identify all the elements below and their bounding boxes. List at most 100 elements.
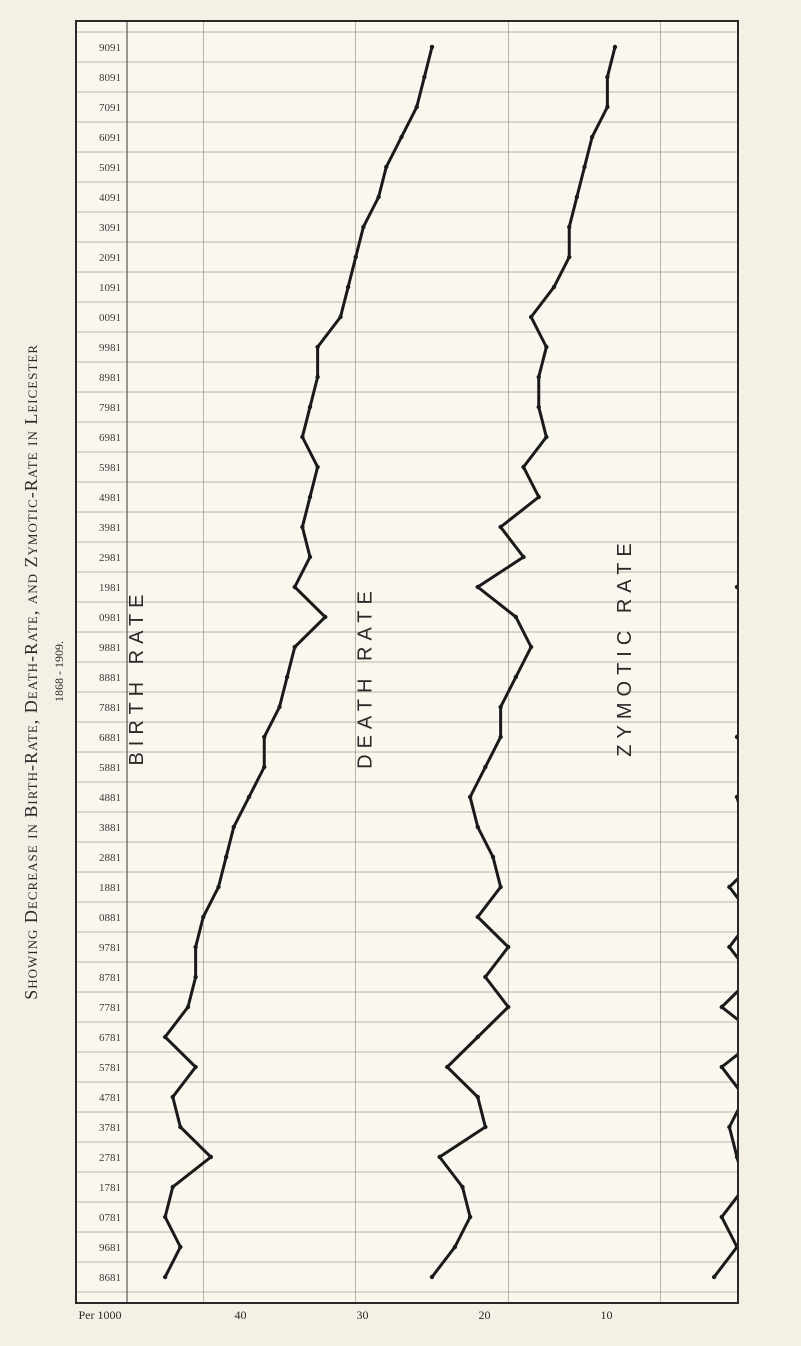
data-point [734, 585, 736, 589]
data-point [178, 1125, 182, 1129]
year-label: 9091 [99, 42, 121, 54]
data-point [544, 435, 548, 439]
x-tick-label: 20 [479, 1308, 491, 1323]
year-label: 0091 [99, 312, 121, 324]
data-point [475, 915, 479, 919]
data-point [719, 1215, 723, 1219]
data-point [467, 1215, 471, 1219]
data-point [315, 465, 319, 469]
year-label: 8881 [99, 672, 121, 684]
data-point [536, 405, 540, 409]
chart-container: 9091809170916091509140913091209110910091… [75, 20, 739, 1304]
year-label: 9781 [99, 942, 121, 954]
data-point [605, 75, 609, 79]
data-point [574, 195, 578, 199]
data-point [300, 525, 304, 529]
year-label: 0881 [99, 912, 121, 924]
x-tick-label: 30 [357, 1308, 369, 1323]
x-tick-label: 40 [235, 1308, 247, 1323]
data-point [429, 1275, 433, 1279]
data-point [437, 1155, 441, 1159]
data-point [223, 855, 227, 859]
year-label: 1091 [99, 282, 121, 294]
year-label: 7981 [99, 402, 121, 414]
data-point [483, 1125, 487, 1129]
data-point [727, 885, 731, 889]
data-point [246, 795, 250, 799]
data-point [262, 735, 266, 739]
year-label: 3881 [99, 822, 121, 834]
year-label: 9681 [99, 1242, 121, 1254]
data-point [498, 735, 502, 739]
year-label: 2781 [99, 1152, 121, 1164]
year-label: 6881 [99, 732, 121, 744]
data-point [506, 945, 510, 949]
data-point [345, 285, 349, 289]
data-point [544, 345, 548, 349]
year-label: 2091 [99, 252, 121, 264]
data-point [193, 945, 197, 949]
data-point [422, 75, 426, 79]
year-label: 1981 [99, 582, 121, 594]
data-point [490, 855, 494, 859]
year-label: 4881 [99, 792, 121, 804]
data-point [589, 135, 593, 139]
year-label: 8681 [99, 1272, 121, 1284]
year-label: 3781 [99, 1122, 121, 1134]
data-point [551, 285, 555, 289]
data-point [498, 885, 502, 889]
data-point [216, 885, 220, 889]
data-point [315, 345, 319, 349]
year-label: 9881 [99, 642, 121, 654]
data-point [506, 1005, 510, 1009]
year-label: 2981 [99, 552, 121, 564]
year-label: 0981 [99, 612, 121, 624]
year-label: 5981 [99, 462, 121, 474]
data-point [162, 1275, 166, 1279]
year-label: 1781 [99, 1182, 121, 1194]
year-label: 7881 [99, 702, 121, 714]
year-label: 8781 [99, 972, 121, 984]
data-point [528, 315, 532, 319]
data-point [711, 1275, 715, 1279]
data-point [513, 675, 517, 679]
zymotic-rate-label: ZYMOTIC RATE [613, 537, 635, 756]
data-point [498, 705, 502, 709]
data-point [178, 1245, 182, 1249]
death-rate-label: DEATH RATE [354, 585, 376, 769]
chart-svg: 9091809170916091509140913091209110910091… [77, 22, 737, 1302]
year-label: 4091 [99, 192, 121, 204]
chart-subtitle: 1868 - 1909. [52, 641, 67, 702]
data-point [307, 405, 311, 409]
data-point [528, 645, 532, 649]
year-label: 8091 [99, 72, 121, 84]
data-point [162, 1215, 166, 1219]
data-point [567, 225, 571, 229]
data-point [323, 615, 327, 619]
year-label: 9981 [99, 342, 121, 354]
data-point [445, 1065, 449, 1069]
year-label: 3091 [99, 222, 121, 234]
data-point [353, 255, 357, 259]
year-label: 5781 [99, 1062, 121, 1074]
data-point [475, 585, 479, 589]
data-point [307, 495, 311, 499]
data-point [582, 165, 586, 169]
data-point [376, 195, 380, 199]
x-axis-label: Per 1000 40302010 [79, 1308, 739, 1323]
year-label: 3981 [99, 522, 121, 534]
data-point [170, 1185, 174, 1189]
data-point [719, 1005, 723, 1009]
data-point [521, 465, 525, 469]
data-point [612, 45, 616, 49]
data-point [460, 1185, 464, 1189]
data-point [262, 765, 266, 769]
data-point [605, 105, 609, 109]
data-point [201, 915, 205, 919]
data-point [162, 1035, 166, 1039]
data-point [727, 1125, 731, 1129]
year-label: 8981 [99, 372, 121, 384]
year-label: 6981 [99, 432, 121, 444]
data-point [467, 795, 471, 799]
data-point [384, 165, 388, 169]
